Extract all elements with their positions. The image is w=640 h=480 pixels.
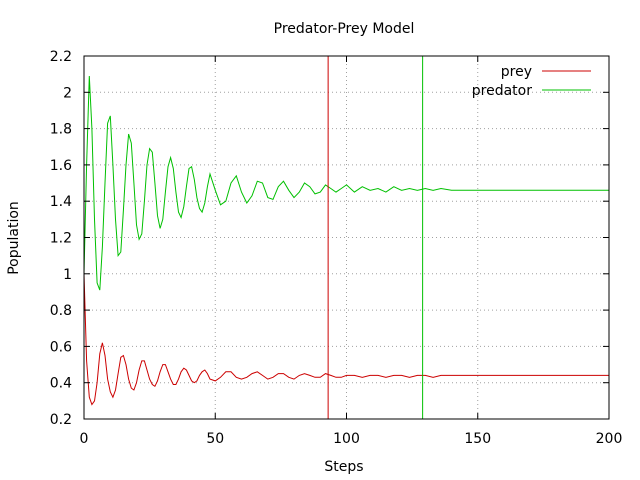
y-tick-label: 1.4 [50, 194, 72, 210]
series-line-prey [83, 273, 609, 406]
y-tick-label: 2 [63, 85, 72, 101]
legend: prey predator [472, 64, 591, 99]
y-tick-label: 0.6 [50, 339, 72, 355]
series-layer [83, 75, 609, 406]
legend-label-prey: prey [501, 64, 532, 80]
y-tick-label: 1.8 [50, 122, 72, 138]
y-tick-label: 1.6 [50, 158, 72, 174]
series-line-predator [83, 75, 609, 291]
x-tick-label: 100 [333, 431, 360, 447]
chart-title: Predator-Prey Model [274, 21, 415, 37]
x-tick-label: 0 [80, 431, 89, 447]
y-tick-label: 2.2 [50, 49, 72, 65]
y-axis-label: Population [6, 201, 22, 275]
legend-label-predator: predator [472, 83, 532, 99]
y-tick-label: 0.8 [50, 303, 72, 319]
axis-ticks: 0 50 100 150 200 0.2 0.4 0.6 0.8 1 1.2 1.4 1.6 1.8 2 2.… [50, 49, 623, 447]
x-tick-label: 50 [206, 431, 224, 447]
x-tick-label: 200 [596, 431, 623, 447]
x-tick-label: 150 [464, 431, 491, 447]
y-tick-label: 0.4 [50, 376, 72, 392]
vertical-markers [327, 56, 424, 419]
x-axis-label: Steps [324, 459, 363, 475]
y-tick-label: 1 [63, 267, 72, 283]
y-tick-label: 0.2 [50, 412, 72, 428]
y-tick-label: 1.2 [50, 231, 72, 247]
grid [84, 56, 609, 419]
